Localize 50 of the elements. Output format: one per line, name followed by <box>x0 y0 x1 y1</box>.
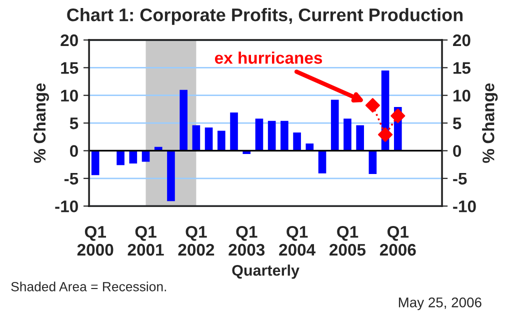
bar <box>230 112 238 151</box>
bar <box>180 90 188 151</box>
bar <box>268 120 276 151</box>
bar <box>344 118 352 151</box>
bar <box>280 120 288 151</box>
bar <box>255 118 264 151</box>
bar <box>318 150 326 174</box>
chart-title: Chart 1: Corporate Profits, Current Production <box>67 8 463 25</box>
x-tick-label: Q1 2005 <box>330 226 366 256</box>
bar <box>192 125 200 151</box>
y-tick-label: -5 <box>64 172 78 185</box>
point <box>390 108 406 124</box>
point <box>365 98 380 113</box>
x-tick-label: Q1 2000 <box>77 226 114 256</box>
y2-tick-label: 10 <box>453 90 470 102</box>
text: May 25, 2006 <box>398 298 482 310</box>
x-tick-label: Q1 2002 <box>178 226 214 256</box>
bar <box>356 125 364 151</box>
bar <box>91 150 100 176</box>
y2-tick-label: -10 <box>453 200 476 212</box>
x-tick-label: Q1 2003 <box>228 226 265 256</box>
x-tick-label: Q1 2001 <box>128 226 164 256</box>
y2-tick-label: 15 <box>453 62 471 74</box>
bar <box>167 150 175 202</box>
y-tick-label: 20 <box>60 34 78 46</box>
x-axis-title: Quarterly <box>232 264 300 279</box>
annotation: ex hurricanes <box>214 52 322 64</box>
x-tick-label: Q1 2004 <box>279 226 316 256</box>
y2-tick-label: -5 <box>453 172 467 185</box>
y-tick-label: -10 <box>55 200 78 212</box>
bar <box>368 150 377 174</box>
y-tick-label: 0 <box>70 145 78 157</box>
y-tick-label: 15 <box>61 62 78 74</box>
y2-axis-title: % Change <box>482 83 498 163</box>
x-tick-label: Q1 2006 <box>380 226 416 256</box>
bar <box>142 150 150 162</box>
y-axis-title: % Change <box>33 83 49 163</box>
bar <box>129 150 138 164</box>
bar <box>218 130 226 151</box>
y2-tick-label: 20 <box>453 34 470 46</box>
bar <box>204 127 213 151</box>
y-tick-label: 10 <box>61 90 78 102</box>
y2-tick-label: 5 <box>452 118 462 130</box>
y-tick-label: 5 <box>70 118 78 130</box>
bar <box>330 100 339 151</box>
y2-tick-label: 0 <box>453 145 462 157</box>
point <box>378 127 393 142</box>
bar <box>116 150 124 166</box>
bar <box>293 132 301 151</box>
text: Shaded Area = Recession. <box>11 282 166 292</box>
